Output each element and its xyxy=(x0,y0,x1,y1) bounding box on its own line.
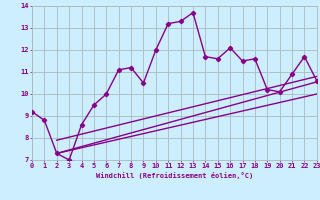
X-axis label: Windchill (Refroidissement éolien,°C): Windchill (Refroidissement éolien,°C) xyxy=(96,172,253,179)
